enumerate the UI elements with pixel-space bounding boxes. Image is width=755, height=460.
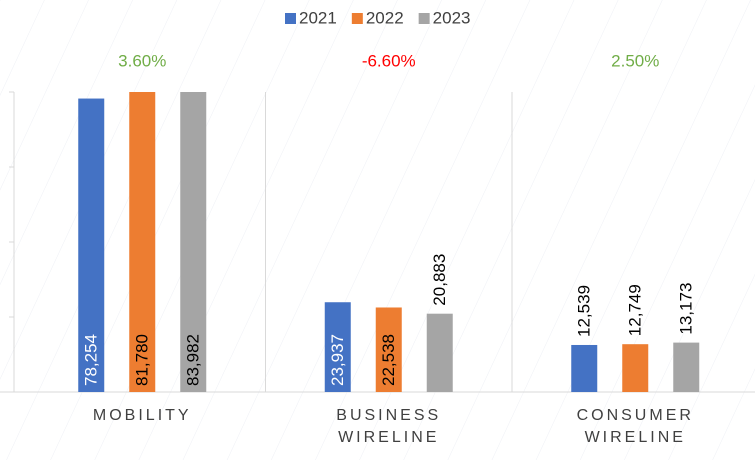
annotation: 2.50% [611,51,659,70]
plot-area [78,92,700,392]
value-label: 13,173 [677,283,696,335]
legend-swatch [285,13,296,24]
value-label: 12,749 [626,284,645,336]
bar [571,344,598,392]
bar [622,344,649,392]
bar [78,98,105,392]
value-label: 83,982 [184,334,203,386]
bar [324,302,351,392]
bar [375,307,402,392]
annotation: -6.60% [362,51,416,70]
legend-label: 2022 [366,8,404,27]
value-label: 23,937 [328,334,347,386]
value-label: 22,538 [379,334,398,386]
bar [426,313,453,392]
legend-swatch [418,13,430,24]
x-tick-label: MOBILITY [92,407,192,424]
legend-label: 2021 [299,8,337,27]
annotation: 3.60% [118,51,166,70]
legend-swatch [351,13,363,24]
value-label: 78,254 [82,334,101,386]
bar [180,92,207,392]
value-label: 12,539 [575,285,594,337]
x-tick-label: CONSUMER WIRELINE [576,407,694,446]
bar [129,92,156,392]
x-tick-label: BUSINESS WIRELINE [336,407,442,446]
legend-label: 2023 [433,8,471,27]
value-label: 20,883 [430,254,449,306]
bar [673,342,700,392]
value-label: 81,780 [133,334,152,386]
